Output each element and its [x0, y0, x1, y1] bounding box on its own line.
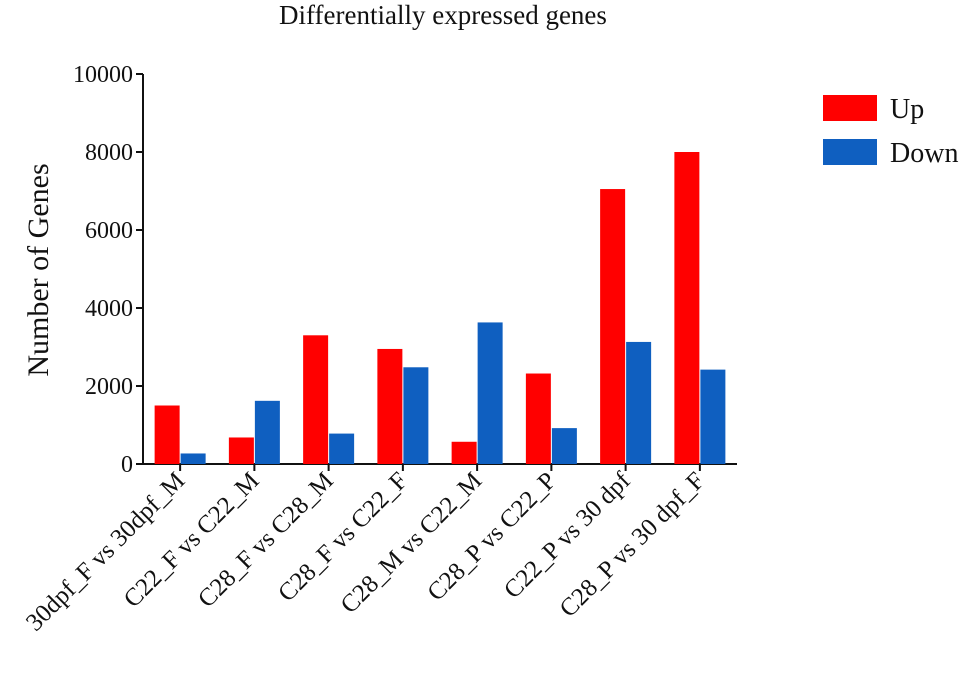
- y-tick-label: 0: [121, 452, 133, 478]
- y-axis: 0 2000 4000 6000 8000 10000: [73, 62, 144, 478]
- y-tick-label: 2000: [85, 374, 133, 400]
- bar-up: [377, 348, 403, 464]
- bar-down: [477, 322, 503, 464]
- legend-swatch-up: [823, 95, 877, 121]
- bar-down: [551, 428, 577, 464]
- bar-down: [403, 367, 429, 464]
- bar-up: [228, 437, 254, 464]
- legend-label-down: Down: [890, 138, 958, 169]
- y-tick-label: 8000: [85, 140, 133, 166]
- bar-down: [180, 453, 206, 464]
- bar-down: [700, 369, 726, 464]
- bar-down: [329, 433, 355, 464]
- x-tick-label: C28_F vs C22_F: [273, 467, 413, 607]
- bars-group: [154, 152, 726, 465]
- legend-label-up: Up: [890, 94, 924, 125]
- x-tick-label: C28_F vs C28_M: [193, 467, 339, 613]
- bar-up: [451, 441, 477, 464]
- x-tick-label: C28_M vs C22_M: [336, 467, 488, 619]
- y-axis-label: Number of Genes: [22, 163, 55, 376]
- y-tick-label: 6000: [85, 218, 133, 244]
- chart-title: Differentially expressed genes: [279, 0, 607, 30]
- legend: Up Down: [823, 94, 958, 169]
- bar-up: [600, 189, 626, 465]
- x-tick-label: C28_P vs C22_P: [422, 467, 561, 606]
- y-tick-label: 10000: [73, 62, 133, 88]
- x-tick-label: C28_P vs 30 dpf_F: [555, 467, 710, 622]
- bar-down: [254, 400, 280, 464]
- bar-up: [674, 152, 700, 464]
- bar-up: [154, 405, 180, 464]
- y-tick-label: 4000: [85, 296, 133, 322]
- x-tick-label: C22_P vs 30 dpf: [499, 467, 636, 604]
- bar-up: [525, 373, 551, 464]
- x-axis: [143, 463, 737, 471]
- bar-down: [626, 341, 652, 464]
- x-tick-label: C22_F vs C22_M: [119, 467, 265, 613]
- bar-up: [303, 335, 329, 464]
- legend-swatch-down: [823, 139, 877, 165]
